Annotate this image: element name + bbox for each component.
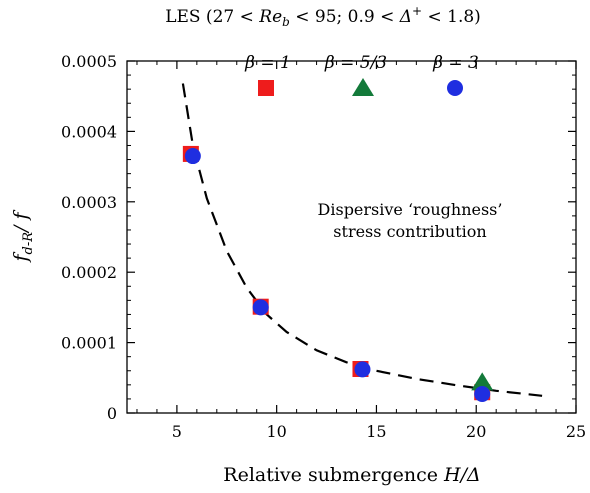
plot-frame [126,60,577,414]
y-tick-label: 0 [107,404,117,423]
x-axis-label: Relative submergence H/Δ [223,464,480,486]
data-point-triangle [471,372,494,391]
data-markers [182,145,494,402]
y-tick-label: 0.0005 [61,52,117,71]
fit-curve [181,83,543,397]
annotation-line-2: stress contribution [333,222,486,241]
legend-marker-square [258,80,274,96]
x-tick-label: 5 [172,422,182,441]
y-tick-label: 0.0001 [61,334,117,353]
legend-marker-triangle [352,78,374,96]
x-tick-label: 10 [266,422,286,441]
legend-label: β = 5/3 [324,53,387,73]
y-axis-label: fd-R/ f [10,210,36,264]
legend-label: β = 3 [432,53,479,73]
legend-label: β = 1 [244,53,291,73]
x-tick-label: 20 [466,422,486,441]
x-tick-label: 15 [366,422,386,441]
annotation-line-1: Dispersive ‘roughness’ [318,200,503,219]
y-tick-label: 0.0002 [61,263,117,282]
axis-ticks: 5 10 15 20 25 0 0.0001 0.0002 0.0003 0.0004 0.0005 [61,52,586,441]
legend-marker-circle [447,80,463,96]
data-point-circle [184,148,201,165]
chart-title: LES (27 < Reb < 95; 0.9 < Δ+ < 1.8) [165,4,481,29]
data-point-circle [252,299,269,316]
data-point-circle [474,385,491,402]
y-tick-label: 0.0003 [61,193,117,212]
data-point-circle [354,361,371,378]
legend: β = 1 β = 5/3 β = 3 [244,53,479,96]
y-tick-label: 0.0004 [61,122,117,141]
x-tick-label: 25 [566,422,586,441]
fit-curve-group [181,83,543,397]
